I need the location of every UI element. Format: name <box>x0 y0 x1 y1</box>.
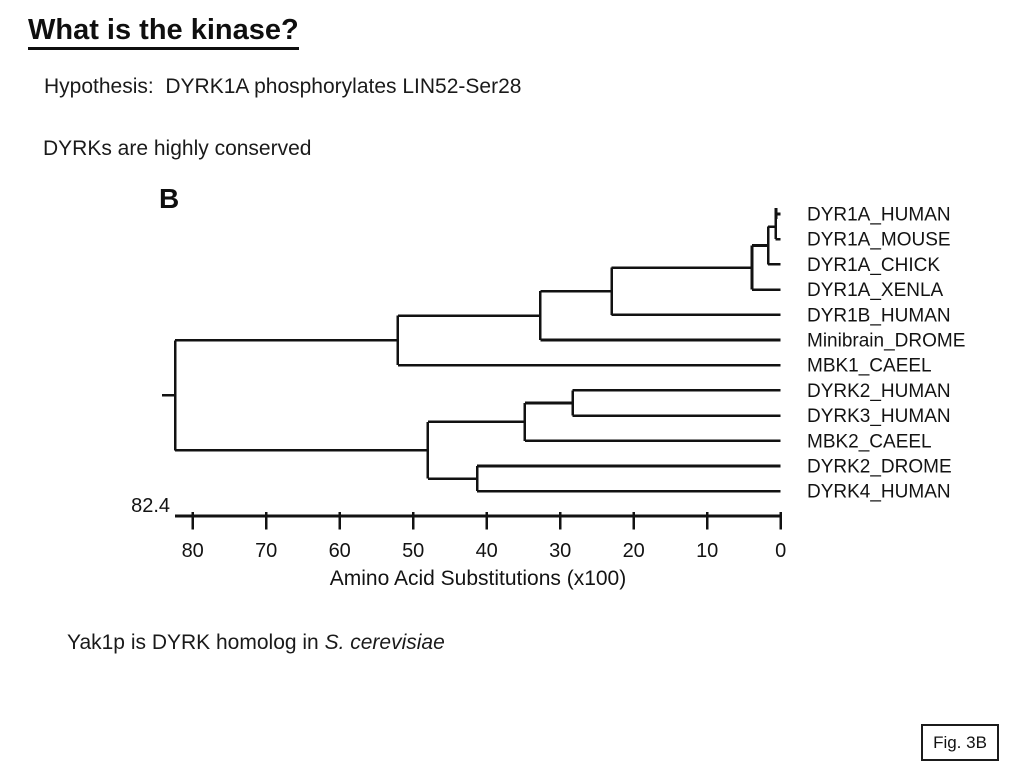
figure-ref-box: Fig. 3B <box>921 724 999 761</box>
axis-tick-label: 20 <box>623 540 645 562</box>
axis-tick-label: 30 <box>549 540 571 562</box>
yak-note-species: S. cerevisiae <box>324 631 445 654</box>
axis-tick-label: 40 <box>476 540 498 562</box>
axis-tick-label: 50 <box>402 540 424 562</box>
axis-title-label: Amino Acid Substitutions (x100) <box>330 567 626 590</box>
yak-note-prefix: Yak1p is DYRK homolog in <box>67 631 325 654</box>
tree-texts: DYR1A_HUMAN DYR1A_MOUSE DYR1A_CHICK DYR1A_X… <box>131 205 965 591</box>
page-title: What is the kinase? <box>28 14 299 50</box>
axis-tick-label: 70 <box>255 540 277 562</box>
leaf-label: DYR1A_HUMAN <box>807 205 951 226</box>
page-title-text: What is the kinase? <box>28 14 299 50</box>
leaf-label: Minibrain_DROME <box>807 331 965 352</box>
leaf-label: DYRK2_HUMAN <box>807 381 951 402</box>
leaf-label: DYRK3_HUMAN <box>807 406 951 427</box>
axis-tick-label: 10 <box>696 540 718 562</box>
tree-lines <box>162 208 783 530</box>
hypothesis-text: Hypothesis: DYRK1A phosphorylates LIN52-… <box>44 75 522 98</box>
axis-tick-label: 60 <box>329 540 351 562</box>
axis-tick-label: 0 <box>775 540 786 562</box>
figure-panel-label: B <box>159 183 180 214</box>
leaf-label: DYR1A_CHICK <box>807 255 940 276</box>
leaf-label: DYRK4_HUMAN <box>807 482 951 503</box>
leaf-label: DYR1A_MOUSE <box>807 230 951 251</box>
yak-note: Yak1p is DYRK homolog in S. cerevisiae <box>67 631 445 655</box>
axis-tick-label: 80 <box>182 540 204 562</box>
leaf-label: MBK2_CAEEL <box>807 431 932 452</box>
leaf-label: MBK1_CAEEL <box>807 356 932 377</box>
leaf-label: DYRK2_DROME <box>807 457 952 478</box>
leaf-label: DYR1B_HUMAN <box>807 305 951 326</box>
figure-ref-label: Fig. 3B <box>933 732 987 752</box>
leaf-label: DYR1A_XENLA <box>807 280 944 301</box>
axis-root-value-label: 82.4 <box>131 495 170 517</box>
conserved-text: DYRKs are highly conserved <box>43 137 312 160</box>
